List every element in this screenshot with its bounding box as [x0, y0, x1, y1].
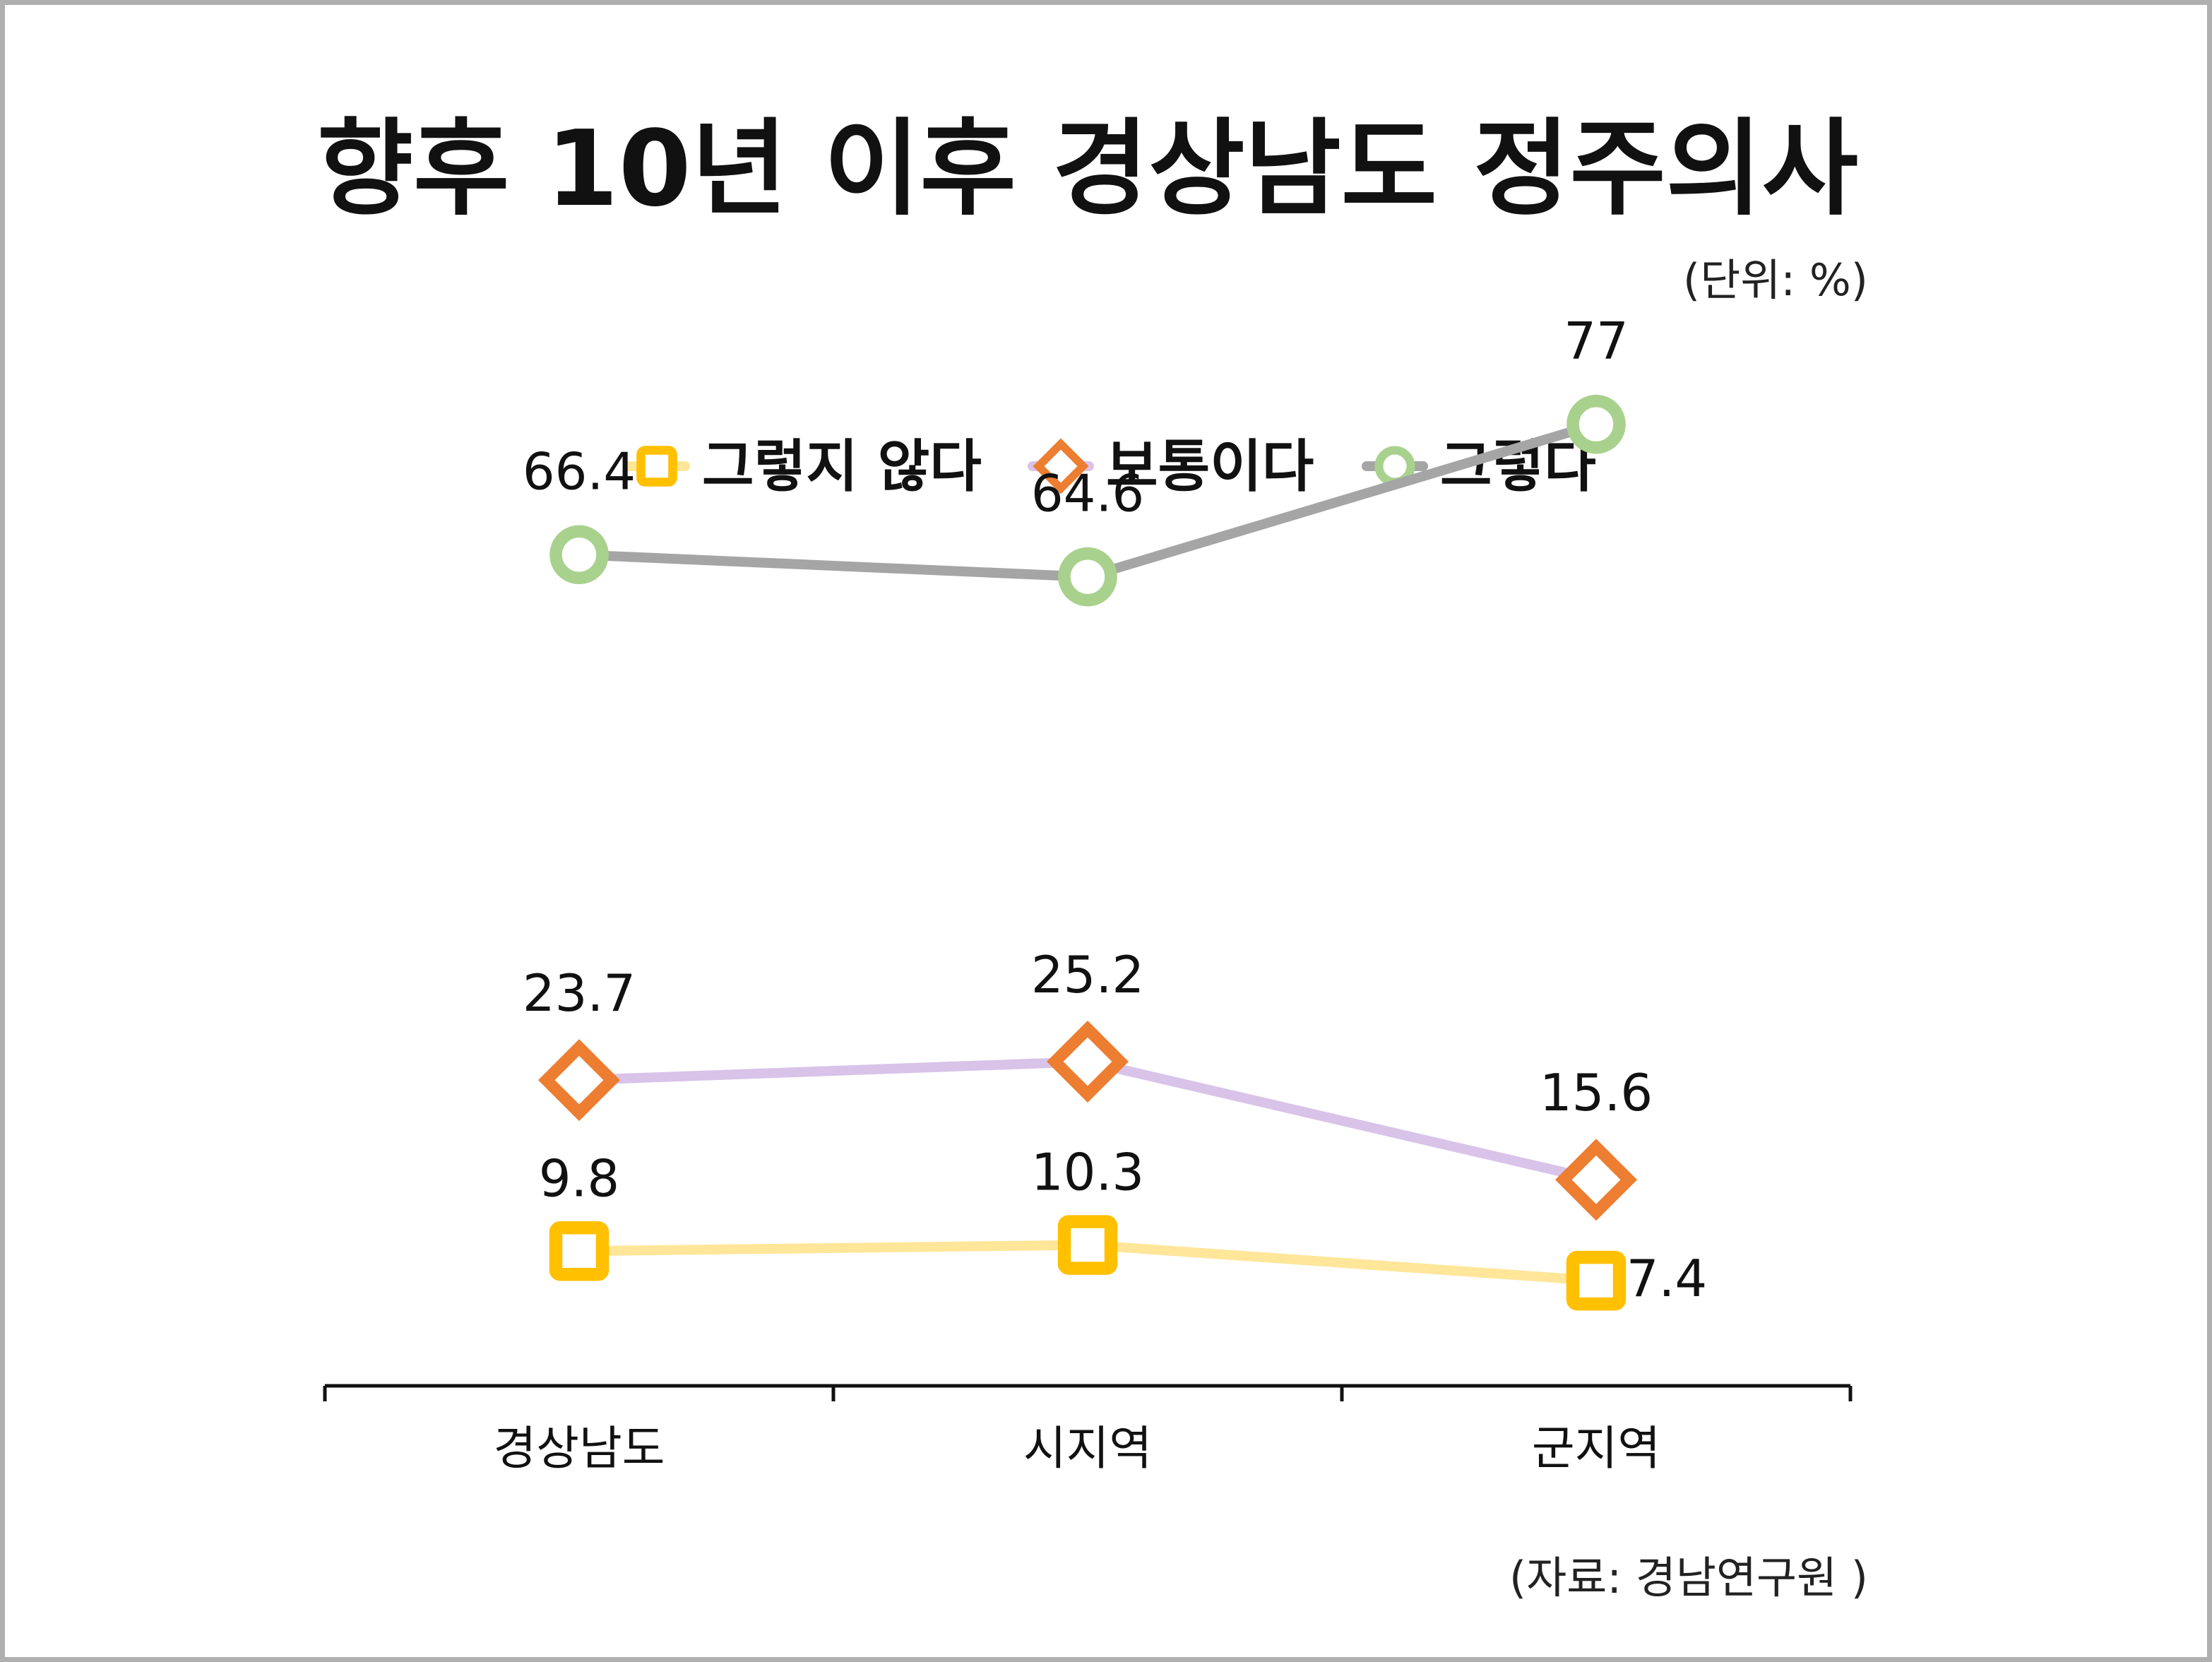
line-chart: 향후 10년 이후 경상남도 정주의사 (단위: %) 그렇지 않다 보통이다 그렇…: [0, 0, 2212, 1662]
data-point: [1055, 1029, 1120, 1094]
data-point: [556, 1228, 602, 1274]
unit-note: (단위: %): [1683, 254, 1868, 306]
data-label: 25.2: [1031, 945, 1144, 1004]
x-tick-label: 경상남도: [494, 1421, 665, 1476]
x-tick-label: 군지역: [1532, 1421, 1660, 1476]
data-label: 77: [1564, 311, 1629, 371]
data-label: 9.8: [539, 1148, 620, 1208]
data-label: 10.3: [1031, 1143, 1144, 1202]
data-point: [1573, 401, 1619, 448]
data-point: [547, 1047, 612, 1112]
data-point: [1064, 1222, 1111, 1269]
source-note: (자료: 경남연구원 ): [1509, 1552, 1868, 1603]
x-tick-label: 시지역: [1023, 1421, 1152, 1476]
legend-label: 그렇지 않다: [702, 434, 982, 499]
data-point: [1573, 1257, 1619, 1304]
data-point: [1564, 1147, 1629, 1212]
x-axis: 경상남도 시지역 군지역: [325, 1386, 1850, 1476]
data-label: 64.6: [1031, 464, 1144, 523]
data-label: 23.7: [523, 963, 636, 1023]
data-label: 7.4: [1627, 1249, 1708, 1308]
legend-marker: [641, 451, 673, 482]
data-point: [1064, 554, 1111, 600]
data-point: [556, 531, 602, 578]
data-label: 66.4: [523, 441, 636, 501]
data-label: 15.6: [1540, 1063, 1653, 1122]
chart-title: 향후 10년 이후 경상남도 정주의사: [317, 108, 1858, 230]
